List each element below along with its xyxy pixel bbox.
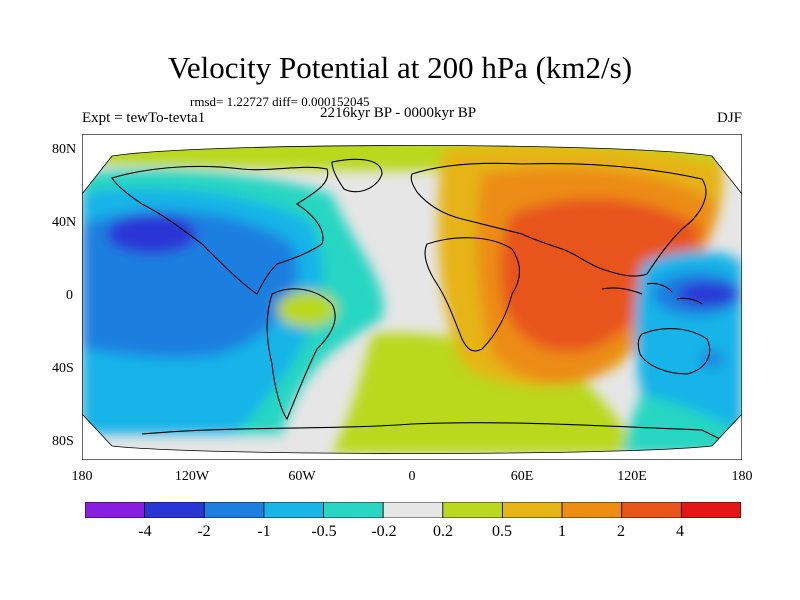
colorbar-label: -0.5: [311, 523, 337, 540]
maritime-continent-coastline: [601, 282, 703, 305]
colorbar-swatch: [502, 502, 563, 518]
contour-band-negative-core: [677, 282, 737, 306]
x-tick-label: 60E: [510, 469, 534, 484]
colorbar-swatch: [203, 502, 265, 518]
colorbar-label: 4: [676, 523, 684, 540]
period-label: 2216kyr BP - 0000kyr BP: [320, 105, 477, 121]
projection-boundary: [82, 145, 742, 454]
colorbar-swatch: [442, 502, 503, 518]
colorbar-swatch: [621, 502, 682, 518]
greenland-coastline: [331, 158, 383, 193]
stats-text: rmsd= 1.22727 diff= 0.000152045: [190, 94, 370, 109]
colorbar-swatch: [323, 502, 384, 518]
y-tick-label: 80N: [52, 142, 77, 157]
contour-band-positive-core: [500, 198, 702, 353]
contour-band-negative-core: [107, 214, 197, 254]
colorbar-label: 1: [558, 523, 566, 540]
colorbar-swatch: [382, 502, 444, 518]
coastlines: [111, 158, 723, 441]
y-tick-label: 40N: [52, 215, 77, 230]
colorbar-label: -4: [138, 523, 152, 540]
colorbar: [85, 502, 741, 518]
colorbar-label: 0.2: [433, 523, 453, 540]
x-tick-label: 0: [408, 469, 416, 484]
australia-coastline: [637, 328, 711, 375]
y-tick-label: 80S: [52, 434, 74, 449]
x-tick-label: 60W: [288, 469, 316, 484]
contour-band-negative-weak: [622, 394, 742, 454]
eurasia-coastline: [410, 162, 707, 277]
season-label: DJF: [716, 110, 742, 126]
contour-band-positive-weak: [277, 291, 337, 327]
velocity-potential-map: [82, 134, 742, 460]
colorbar-label: 2: [617, 523, 625, 540]
colorbar-swatch: [561, 502, 623, 518]
colorbar-swatch: [144, 502, 205, 518]
chart-title: Velocity Potential at 200 hPa (km2/s): [167, 50, 633, 85]
colorbar-swatch: [85, 502, 146, 518]
africa-coastline: [424, 237, 521, 352]
y-tick-label: 40S: [52, 361, 74, 376]
x-tick-label: 180: [71, 469, 93, 484]
y-tick-label: 0: [66, 288, 73, 303]
antarctica-coastline: [141, 422, 723, 441]
south-america-coastline: [266, 288, 336, 421]
contour-fill-group: [82, 145, 742, 454]
colorbar-label: 0.5: [492, 523, 512, 540]
x-tick-label: 120W: [174, 469, 210, 484]
colorbar-swatch: [680, 502, 741, 518]
colorbar-swatch: [263, 502, 324, 518]
x-tick-label: 120E: [617, 469, 647, 484]
x-tick-label: 180: [731, 469, 753, 484]
north-america-coastline: [111, 165, 329, 295]
colorbar-label: -0.2: [371, 523, 397, 540]
experiment-label: Expt = tewTo-tevta1: [82, 110, 206, 126]
colorbar-label: -1: [257, 523, 271, 540]
colorbar-label: -2: [197, 523, 211, 540]
